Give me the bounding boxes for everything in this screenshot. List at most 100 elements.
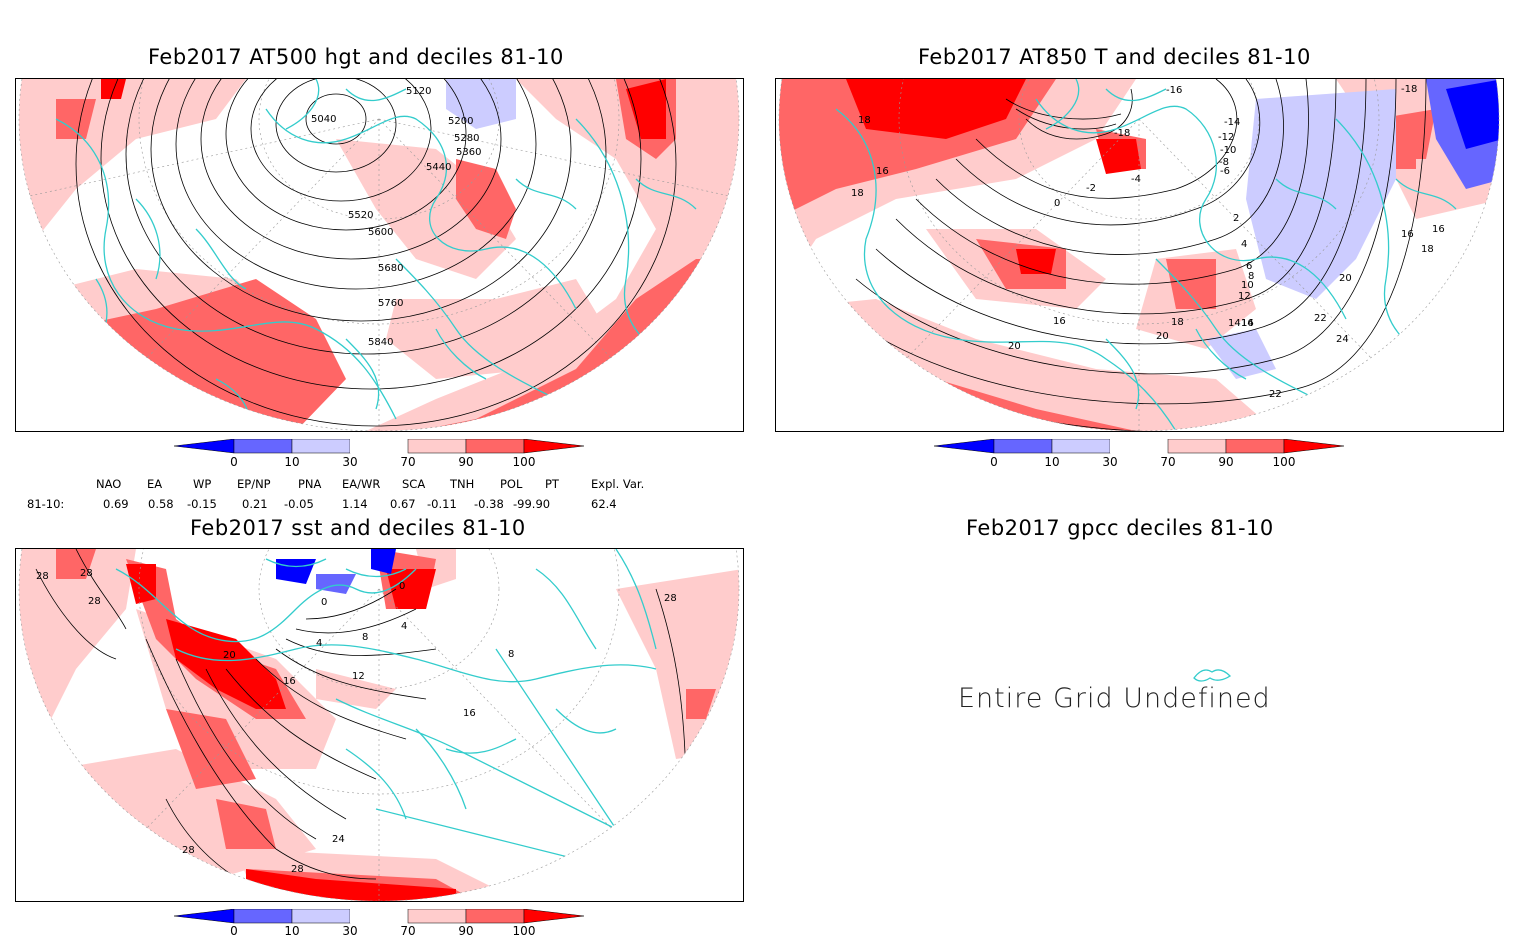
contour-label: 16: [283, 676, 296, 687]
contour-label: -18: [1401, 84, 1417, 95]
index-value-wp: -0.15: [187, 497, 217, 511]
contour-label: 5680: [378, 263, 403, 274]
index-header-epnp: EP/NP: [237, 477, 271, 491]
index-header-ea: EA: [147, 477, 163, 491]
index-row-label: 81-10:: [27, 497, 65, 511]
contour-label: 5440: [426, 162, 451, 173]
contour-label: -16: [1166, 85, 1182, 96]
index-header-pna: PNA: [298, 477, 322, 491]
contour-labels-at850: 18 16 18 -16 -14 -12 -10 -8 -6 -4 -2 0 2…: [851, 84, 1445, 400]
contour-label: 22: [1269, 389, 1282, 400]
contour-label: -18: [1114, 128, 1130, 139]
colorbar-tick: 0: [990, 455, 998, 469]
map-fragment-gpcc: [1193, 669, 1232, 682]
colorbar-tick: 90: [1218, 455, 1234, 469]
contour-label: 20: [223, 650, 236, 661]
undefined-grid-message: Entire Grid Undefined: [958, 683, 1271, 714]
contour-label: 24: [332, 834, 345, 845]
index-value-nao: 0.69: [103, 497, 129, 511]
map-panel-at850: 18 16 18 -16 -14 -12 -10 -8 -6 -4 -2 0 2…: [775, 78, 1504, 432]
colorbar-tick: 70: [400, 455, 416, 469]
colorbar-at500: 0 10 30 70 90 100: [173, 438, 585, 475]
colorbar-swatches: [933, 438, 1345, 454]
contour-label: 12: [352, 671, 365, 682]
contour-label: 8: [508, 649, 514, 660]
contour-label: -4: [1131, 174, 1141, 185]
contour-label: 18: [858, 115, 871, 126]
contour-label: 4: [316, 638, 322, 649]
colorbar-tick: 10: [284, 924, 300, 938]
contour-label: 4: [1241, 239, 1247, 250]
contour-label: 20: [1156, 331, 1169, 342]
panel-title-sst: Feb2017 sst and deciles 81-10: [190, 516, 526, 540]
contour-label: 20: [1008, 341, 1021, 352]
contour-labels-at500: 5120 5040 5200 5280 5360 5440 5520 5600 …: [311, 86, 481, 348]
contour-label: 28: [291, 864, 304, 875]
contour-label: -8: [1219, 157, 1229, 168]
index-header-sca: SCA: [402, 477, 426, 491]
colorbar-tick: 0: [230, 455, 238, 469]
contour-label: 16: [876, 166, 889, 177]
contour-label: 10: [1241, 280, 1254, 291]
contour-label: 0: [1054, 198, 1060, 209]
contour-label: 4: [401, 621, 407, 632]
contour-label: 5120: [406, 86, 431, 97]
index-value-ea: 0.58: [148, 497, 174, 511]
contour-label: 24: [1336, 334, 1349, 345]
index-value-pna: -0.05: [284, 497, 314, 511]
index-value-sca: 0.67: [390, 497, 416, 511]
colorbar-tick: 100: [512, 455, 536, 469]
contour-label: -12: [1218, 132, 1234, 143]
colorbar-tick: 30: [1102, 455, 1118, 469]
contour-label: 28: [182, 845, 195, 856]
index-header-pt: PT: [545, 477, 559, 491]
map-panel-at500: 5120 5040 5200 5280 5360 5440 5520 5600 …: [15, 78, 744, 432]
contour-label: 16: [1053, 316, 1066, 327]
colorbar-tick: 30: [342, 455, 358, 469]
index-header-nao: NAO: [96, 477, 122, 491]
map-at850: 18 16 18 -16 -14 -12 -10 -8 -6 -4 -2 0 2…: [778, 79, 1500, 431]
contour-label: 18: [851, 188, 864, 199]
colorbar-tick: 100: [512, 924, 536, 938]
contour-label: 5600: [368, 227, 393, 238]
contour-label: -6: [1220, 166, 1230, 177]
contour-label: 5200: [448, 116, 473, 127]
contour-label: 12: [1238, 291, 1251, 302]
index-value-pol: -0.38: [474, 497, 504, 511]
index-header-eawr: EA/WR: [342, 477, 381, 491]
contour-label: 8: [1248, 271, 1254, 282]
contour-label: 16: [1432, 224, 1445, 235]
contour-label: 16: [1401, 229, 1414, 240]
index-value-eawr: 1.14: [342, 497, 368, 511]
contour-labels-sst: 28 28 28 0 0 4 8 12 16 20 16 24 28 28 4 …: [36, 568, 677, 875]
colorbar-tick: 70: [400, 924, 416, 938]
contour-label: 18: [1171, 317, 1184, 328]
index-header-wp: WP: [193, 477, 212, 491]
map-sst: 28 28 28 0 0 4 8 12 16 20 16 24 28 28 4 …: [18, 549, 740, 901]
colorbar-swatches: [173, 438, 585, 454]
contour-label: 8: [362, 632, 368, 643]
colorbar-at850: 0 10 30 70 90 100: [933, 438, 1345, 475]
contour-label: 5840: [368, 337, 393, 348]
colorbar-tick: 0: [230, 924, 238, 938]
contour-label: 5360: [456, 147, 481, 158]
index-header-tnh: TNH: [450, 477, 475, 491]
colorbar-tick: 90: [458, 924, 474, 938]
panel-title-at500: Feb2017 AT500 hgt and deciles 81-10: [148, 45, 564, 69]
contour-label: 2: [1233, 213, 1239, 224]
contour-label: -14: [1224, 117, 1240, 128]
index-header-expl-var: Expl. Var.: [591, 477, 645, 491]
contour-label: 0: [399, 581, 405, 592]
contour-label: 16: [1241, 318, 1254, 329]
contour-label: 28: [664, 593, 677, 604]
contour-label: 28: [88, 596, 101, 607]
contour-label: 22: [1314, 313, 1327, 324]
colorbar-sst: 0 10 30 70 90 100: [173, 908, 585, 940]
contour-label: 14: [1241, 318, 1254, 329]
panel-title-gpcc: Feb2017 gpcc deciles 81-10: [966, 516, 1274, 540]
contour-label: 28: [36, 571, 49, 582]
index-value-expl-var: 62.4: [591, 497, 617, 511]
index-value-epnp: 0.21: [242, 497, 268, 511]
contour-label: 28: [80, 568, 93, 579]
colorbar-swatches: [173, 908, 585, 924]
